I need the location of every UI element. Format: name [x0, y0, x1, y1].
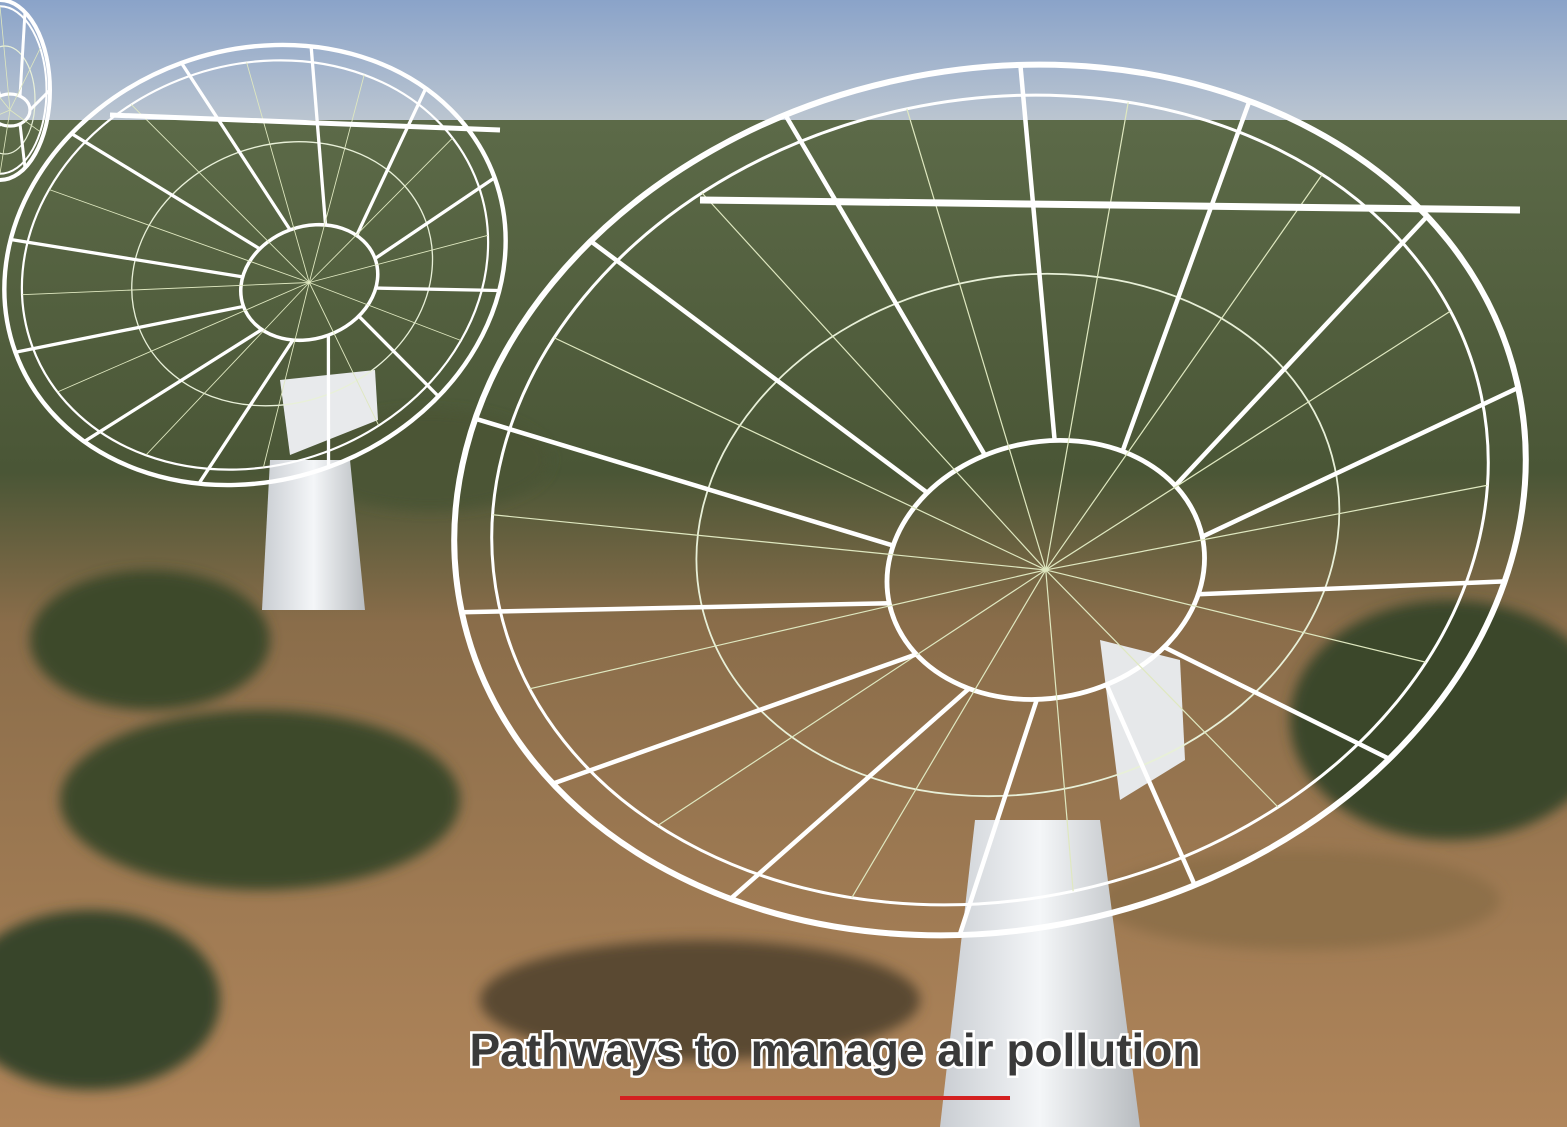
page: Pathways to manage air pollution (() => … [0, 0, 1567, 1127]
photo: Pathways to manage air pollution [0, 0, 1567, 1127]
caption: Pathways to manage air pollution [469, 1024, 1200, 1076]
